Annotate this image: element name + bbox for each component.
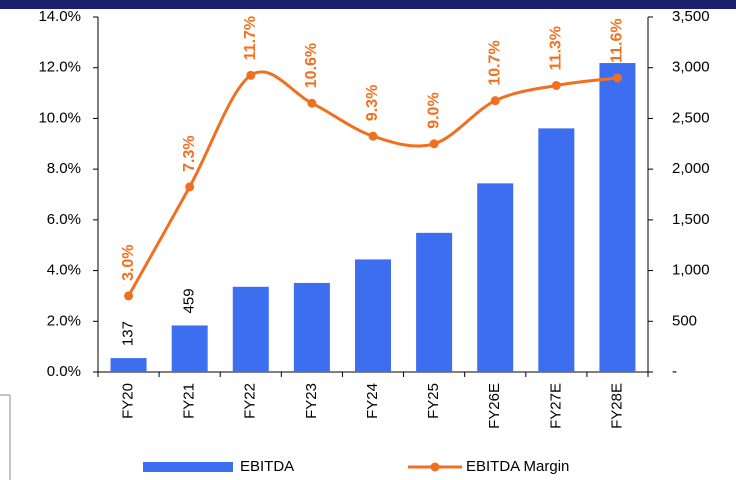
legend-label: EBITDA: [240, 458, 294, 475]
bar-value-label: 137: [120, 321, 137, 346]
x-tick-label: FY27E: [547, 383, 564, 429]
legend-swatch: [143, 462, 233, 472]
bar-value-label: 1,372: [425, 183, 442, 221]
bar-value-label: 1,860: [486, 134, 503, 172]
margin-value-label: 11.3%: [548, 26, 565, 70]
x-tick-label: FY24: [364, 383, 381, 419]
x-tick-label: FY21: [181, 383, 198, 419]
margin-value-label: 11.7%: [242, 16, 259, 60]
bar-value-label: 1,110: [364, 211, 381, 247]
y-tick-label: 0.0%: [47, 363, 81, 380]
margin-point: [307, 98, 317, 108]
x-tick-label: FY22: [242, 383, 259, 419]
margin-point: [124, 291, 134, 301]
x-tick-label: FY20: [120, 383, 137, 419]
y-tick-label: 6.0%: [47, 211, 81, 228]
bar-value-label: 840: [242, 250, 259, 275]
y-tick-label: 4.0%: [47, 262, 81, 279]
y2-tick-label: 2,500: [672, 109, 710, 126]
margin-value-label: 3.0%: [120, 244, 137, 280]
legend-label: EBITDA Margin: [466, 458, 569, 475]
y2-tick-label: 500: [672, 312, 697, 329]
y-tick-label: 10.0%: [38, 109, 81, 126]
x-tick-label: FY25: [425, 383, 442, 419]
margin-point: [490, 96, 500, 106]
y-tick-label: 8.0%: [47, 160, 81, 177]
margin-value-label: 11.6%: [609, 18, 626, 62]
bar: [477, 183, 514, 372]
margin-point: [246, 70, 256, 80]
bar-value-label: 3,046: [608, 14, 625, 52]
margin-value-label: 9.3%: [364, 85, 381, 121]
y2-tick-label: 3,000: [672, 59, 710, 76]
bar-value-label: 878: [303, 246, 320, 271]
y-tick-label: 14.0%: [38, 8, 81, 25]
bar: [599, 63, 636, 372]
y2-tick-label: 3,500: [672, 8, 710, 25]
margin-value-label: 7.3%: [181, 135, 198, 171]
x-tick-label: FY23: [303, 383, 320, 419]
y2-tick-label: 1,000: [672, 262, 710, 279]
bar: [416, 232, 453, 372]
margin-line: [127, 70, 618, 297]
y-tick-label: 12.0%: [38, 59, 81, 76]
bar: [232, 286, 269, 372]
margin-value-label: 9.0%: [425, 92, 442, 128]
bar: [110, 358, 147, 372]
margin-point: [551, 80, 561, 90]
bar: [355, 259, 391, 372]
top-band: [0, 0, 736, 9]
margin-point: [612, 73, 622, 83]
bar: [293, 282, 330, 372]
bar: [171, 325, 208, 372]
margin-point: [429, 139, 439, 149]
y2-tick-label: 1,500: [672, 211, 710, 228]
margin-point: [185, 182, 195, 192]
bar-value-label: 2,402: [547, 79, 564, 117]
bar-value-label: 459: [181, 288, 198, 313]
legend-swatch: [430, 462, 440, 472]
x-tick-label: FY26E: [486, 383, 503, 429]
x-tick-label: FY28E: [608, 383, 625, 429]
y2-tick-label: -: [672, 363, 677, 380]
y2-tick-label: 2,000: [672, 160, 710, 177]
margin-value-label: 10.6%: [303, 43, 320, 88]
bar: [538, 128, 575, 372]
margin-value-label: 10.7%: [486, 40, 503, 85]
margin-point: [368, 131, 378, 141]
y-tick-label: 2.0%: [47, 312, 81, 329]
